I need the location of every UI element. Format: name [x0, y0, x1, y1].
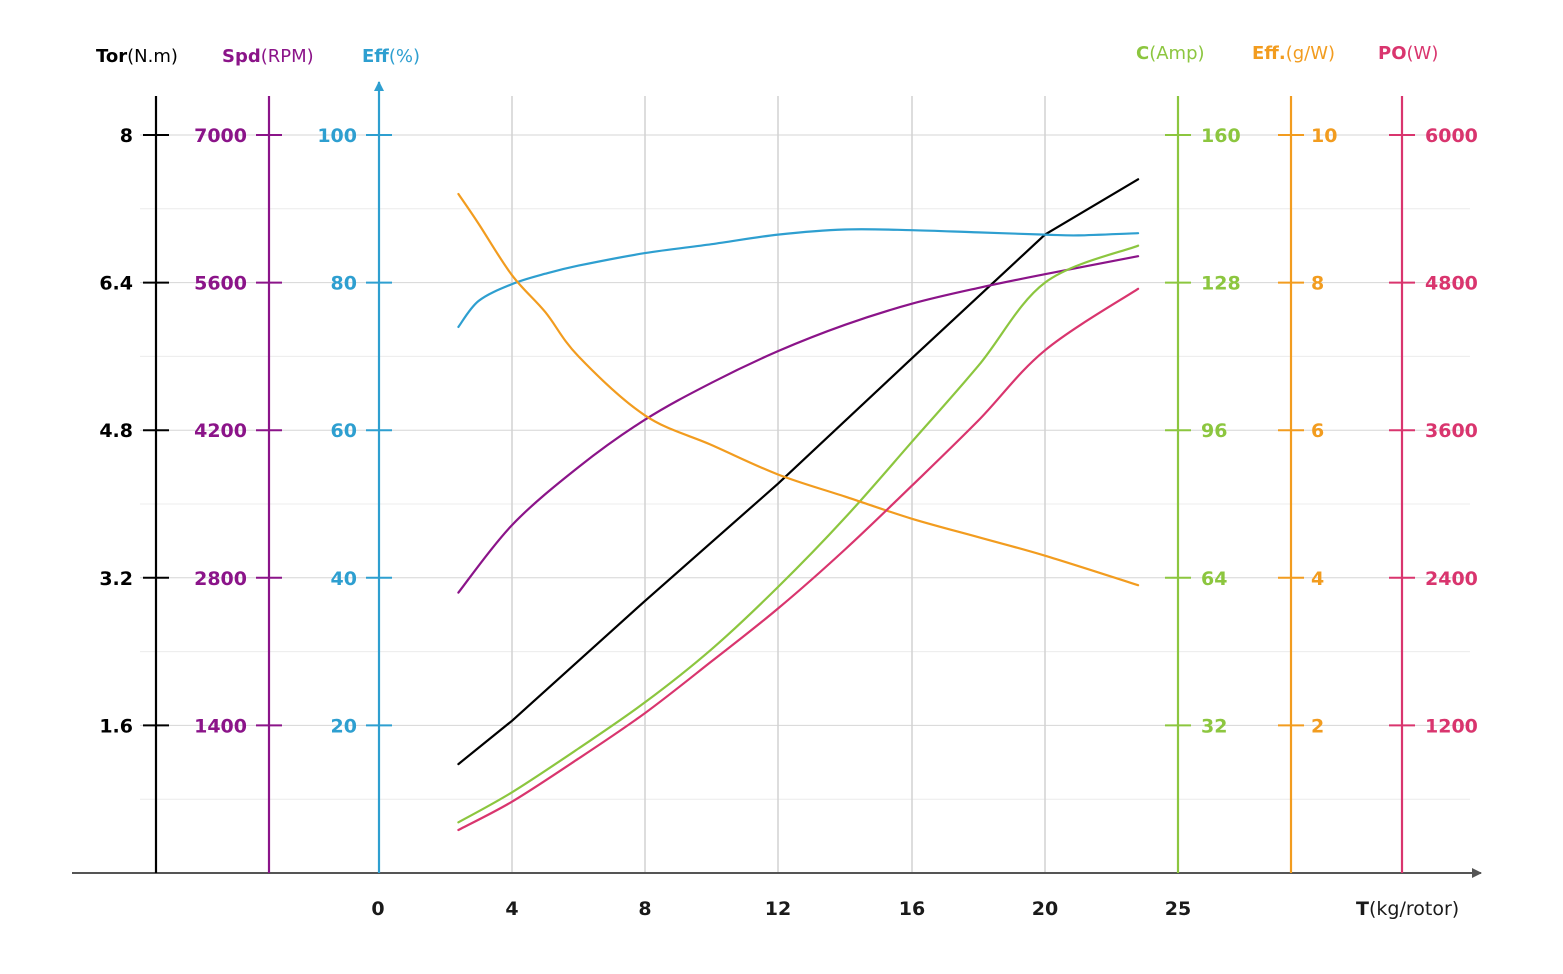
cur-tick-label: 96: [1201, 420, 1227, 442]
po-tick-label: 3600: [1425, 420, 1478, 442]
series-line-geff: [457, 192, 1140, 587]
tor-tick-label: 8: [120, 125, 133, 147]
x-tick-label: 25: [1165, 898, 1191, 920]
geff-axis-header: Eff.(g/W): [1252, 43, 1335, 64]
spd-tick-label: 4200: [194, 420, 247, 442]
tor-axis-header-name: Tor: [96, 46, 127, 67]
po-axis-header-unit: (W): [1407, 43, 1439, 64]
series-line-spd: [457, 255, 1140, 594]
po-tick-label: 2400: [1425, 568, 1478, 590]
geff-tick-label: 10: [1311, 125, 1337, 147]
tor-tick-label: 6.4: [99, 273, 133, 295]
geff-tick-label: 4: [1311, 568, 1324, 590]
cur-tick-label: 128: [1201, 273, 1241, 295]
geff-axis-header-name: Eff.: [1252, 43, 1286, 64]
x-axis-label-unit: (kg/rotor): [1369, 898, 1459, 920]
x-tick-label: 8: [638, 898, 651, 920]
eff-axis-header-unit: (%): [389, 46, 420, 67]
x-tick-label: 4: [505, 898, 518, 920]
geff-tick-label: 8: [1311, 273, 1324, 295]
axes: 0 4 8 12 16 20 25 8 6.4 4.8 3.2 1.6 7000 5600 4200 2800…: [72, 81, 1482, 920]
spd-axis-header: Spd(RPM): [222, 46, 314, 67]
po-tick-label: 4800: [1425, 273, 1478, 295]
spd-tick-label: 5600: [194, 273, 247, 295]
x-axis-label-bold: T: [1356, 898, 1369, 920]
series-line-tor: [457, 178, 1140, 766]
x-tick-label: 0: [371, 898, 384, 920]
cur-tick-label: 64: [1201, 568, 1227, 590]
tor-axis-header: Tor(N.m): [96, 46, 178, 67]
series-line-po: [457, 287, 1140, 832]
eff-tick-label: 40: [331, 568, 357, 590]
eff-axis-header: Eff(%): [362, 46, 420, 67]
po-tick-label: 1200: [1425, 715, 1478, 737]
po-axis-header: PO(W): [1378, 43, 1438, 64]
x-axis-label: T(kg/rotor): [1356, 898, 1459, 920]
cur-tick-label: 160: [1201, 125, 1241, 147]
po-tick-label: 6000: [1425, 125, 1478, 147]
spd-axis-header-unit: (RPM): [261, 46, 314, 67]
x-tick-label: 20: [1032, 898, 1058, 920]
eff-tick-label: 80: [331, 273, 357, 295]
x-tick-label: 12: [765, 898, 791, 920]
spd-axis-header-name: Spd: [222, 46, 261, 67]
geff-axis-header-unit: (g/W): [1286, 43, 1335, 64]
eff-tick-label: 60: [331, 420, 357, 442]
spd-tick-label: 1400: [194, 715, 247, 737]
eff-tick-label: 100: [317, 125, 357, 147]
tor-tick-label: 1.6: [99, 715, 133, 737]
po-axis-header-name: PO: [1378, 43, 1407, 64]
eff-axis-header-name: Eff: [362, 46, 389, 67]
tor-axis-header-unit: (N.m): [127, 46, 178, 67]
spd-tick-label: 2800: [194, 568, 247, 590]
axis-headers: Tor(N.m) Spd(RPM) Eff(%) C(Amp) Eff.(g/W) PO(…: [96, 43, 1438, 67]
series-line-cur: [457, 244, 1140, 824]
geff-tick-label: 2: [1311, 715, 1324, 737]
tor-tick-label: 4.8: [99, 420, 133, 442]
cur-axis-header-unit: (Amp): [1149, 43, 1204, 64]
series-lines: [457, 178, 1140, 832]
eff-tick-label: 20: [331, 715, 357, 737]
x-tick-label: 16: [899, 898, 925, 920]
spd-tick-label: 7000: [194, 125, 247, 147]
tor-tick-label: 3.2: [99, 568, 133, 590]
cur-axis-header-name: C: [1136, 43, 1149, 64]
cur-tick-label: 32: [1201, 715, 1227, 737]
cur-axis-header: C(Amp): [1136, 43, 1205, 64]
svg-text:T(kg/rotor): T(kg/rotor): [1356, 898, 1459, 920]
geff-tick-label: 6: [1311, 420, 1324, 442]
series-line-eff: [457, 228, 1140, 328]
